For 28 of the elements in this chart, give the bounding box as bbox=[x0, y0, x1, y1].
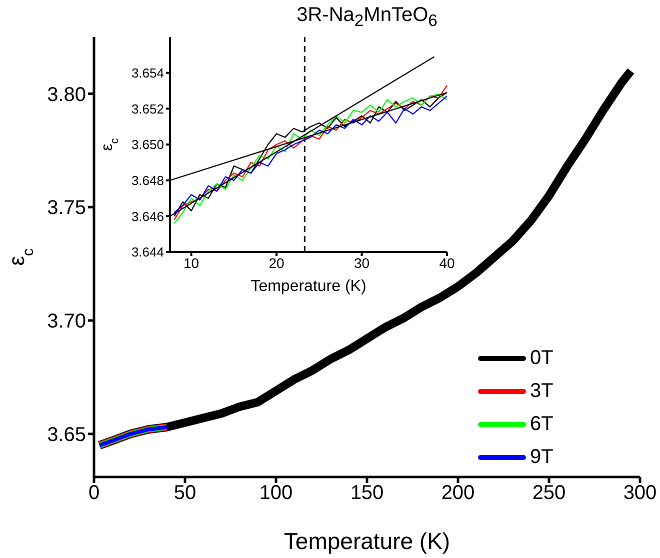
legend-label: 0T bbox=[530, 347, 554, 370]
x-tick-label: 100 bbox=[259, 482, 293, 504]
x-axis-title: Temperature (K) bbox=[284, 528, 450, 554]
y-tick-label: 3.65 bbox=[47, 424, 86, 446]
x-tick-label: 0 bbox=[88, 482, 100, 504]
y-tick-label: 3.80 bbox=[47, 84, 86, 106]
x-tick-label: 200 bbox=[441, 482, 475, 504]
y-tick-label: 3.652 bbox=[131, 101, 164, 116]
legend-label: 3T bbox=[530, 380, 554, 403]
x-tick-label: 50 bbox=[174, 482, 196, 504]
x-tick-label: 150 bbox=[350, 482, 384, 504]
y-tick-label: 3.75 bbox=[47, 197, 86, 220]
y-tick-label: 3.646 bbox=[131, 208, 164, 224]
x-tick-label: 300 bbox=[623, 482, 657, 504]
x-tick-label: 10 bbox=[184, 254, 200, 271]
chart-title: 3R-Na$_{2}$MnTeO$_{6}$ bbox=[296, 4, 438, 30]
legend-label: 6T bbox=[530, 413, 554, 436]
y-tick-label: 3.644 bbox=[131, 244, 164, 260]
x-tick-label: 30 bbox=[354, 254, 370, 271]
x-axis-title: Temperature (K) bbox=[250, 278, 366, 295]
x-tick-label: 40 bbox=[439, 254, 455, 271]
x-tick-label: 20 bbox=[268, 254, 285, 271]
x-tick-label: 250 bbox=[532, 482, 566, 504]
y-tick-label: 3.70 bbox=[47, 310, 86, 333]
y-tick-label: 3.650 bbox=[131, 137, 164, 152]
y-tick-label: 3.648 bbox=[131, 172, 164, 188]
y-tick-label: 3.654 bbox=[131, 65, 164, 80]
legend-label: 9T bbox=[530, 446, 554, 469]
